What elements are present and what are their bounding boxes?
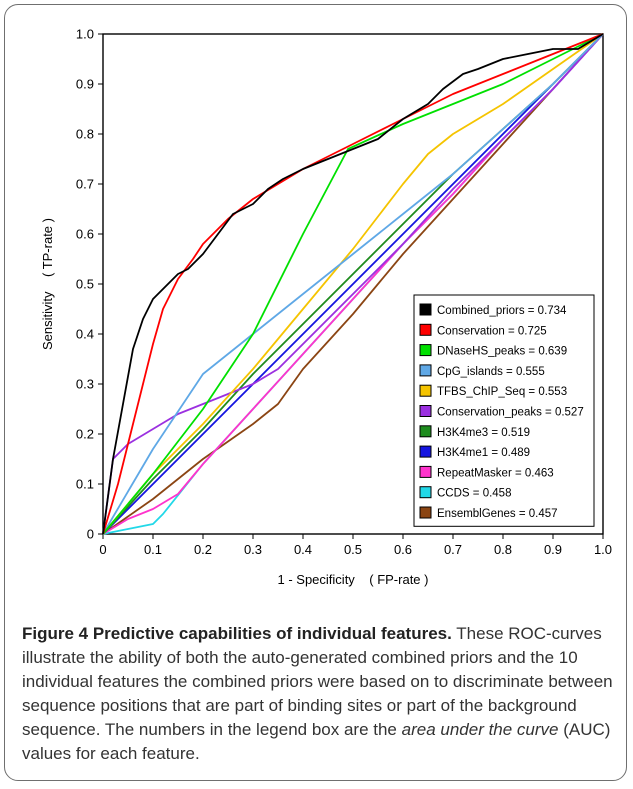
legend-swatch: [419, 465, 432, 478]
caption-text: These ROC-curves illustrate the ability …: [22, 624, 613, 739]
y-tick-label: 1.0: [76, 27, 94, 42]
legend-swatch: [419, 384, 432, 397]
y-tick-label: 0.4: [76, 327, 94, 342]
legend-swatch: [419, 303, 432, 316]
legend-entry: CCDS = 0.458: [437, 488, 511, 500]
legend-entry: Combined_priors = 0.734: [437, 305, 567, 317]
series-line: [102, 33, 604, 535]
caption-title: Figure 4 Predictive capabilities of indi…: [22, 624, 452, 643]
series-line: [102, 33, 604, 535]
legend-swatch: [419, 425, 432, 438]
y-tick-label: 0.3: [76, 377, 94, 392]
y-tick-label: 0.2: [76, 427, 94, 442]
x-axis-label: 1 - Specificity ( FP-rate ): [278, 572, 429, 587]
x-tick-label: 0.5: [344, 542, 362, 557]
x-tick-label: 1.0: [594, 542, 612, 557]
y-tick-label: 0.5: [76, 277, 94, 292]
legend-entry: Conservation = 0.725: [437, 325, 547, 337]
x-tick-label: 0.8: [494, 542, 512, 557]
x-tick-label: 0.1: [144, 542, 162, 557]
legend-entry: H3K4me3 = 0.519: [437, 427, 530, 439]
legend-swatch: [419, 445, 432, 458]
x-tick-label: 0.6: [394, 542, 412, 557]
y-tick-label: 0: [87, 527, 94, 542]
series-line: [102, 33, 604, 535]
legend-entry: CpG_islands = 0.555: [437, 366, 545, 378]
legend-swatch: [419, 486, 432, 499]
legend-swatch: [419, 364, 432, 377]
legend: Combined_priors = 0.734 Conservation = 0.…: [413, 294, 595, 527]
legend-entry: H3K4me1 = 0.489: [437, 447, 530, 459]
x-tick-label: 0.3: [244, 542, 262, 557]
x-tick-label: 0.4: [294, 542, 312, 557]
roc-chart: 0 0.1 0.2 0.3 0.4 0.5 0.6 0.7 0.8 0.9 1.0 0 0.1 0.2 0.…: [40, 27, 612, 588]
legend-swatch: [419, 506, 432, 519]
series-line: [102, 33, 604, 535]
series-line: [102, 33, 604, 535]
legend-entry: DNaseHS_peaks = 0.639: [437, 346, 567, 358]
legend-swatch: [419, 405, 432, 417]
legend-box: [413, 294, 595, 527]
series-line: [102, 33, 604, 535]
x-tick-label: 0.7: [444, 542, 462, 557]
x-tick-label: 0.9: [544, 542, 562, 557]
y-axis-label: Sensitivity ( TP-rate ): [40, 218, 55, 350]
caption-text-end: (AUC) values for each feature.: [22, 720, 611, 763]
y-tick-label: 0.9: [76, 77, 94, 92]
y-tick-label: 0.6: [76, 227, 94, 242]
legend-entry: TFBS_ChIP_Seq = 0.553: [437, 386, 567, 398]
x-tick-label: 0: [99, 542, 106, 557]
legend-entry: Conservation_peaks = 0.527: [437, 407, 584, 419]
figure-caption: Figure 4 Predictive capabilities of indi…: [22, 622, 618, 766]
y-tick-label: 0.1: [76, 477, 94, 492]
chart-axes: 0 0.1 0.2 0.3 0.4 0.5 0.6 0.7 0.8 0.9 1.0 0 0.1 0.2 0.…: [40, 27, 612, 588]
x-tick-label: 0.2: [194, 542, 212, 557]
y-tick-label: 0.8: [76, 127, 94, 142]
y-tick-label: 0.7: [76, 177, 94, 192]
series-layer: [102, 33, 604, 535]
series-line: [102, 33, 604, 535]
legend-swatch: [419, 344, 432, 357]
caption-emphasis: area under the curve: [401, 720, 559, 739]
legend-entry: EnsemblGenes = 0.457: [437, 508, 558, 520]
series-line: [102, 33, 604, 535]
legend-entry: RepeatMasker = 0.463: [437, 467, 554, 479]
legend-swatch: [419, 323, 432, 336]
